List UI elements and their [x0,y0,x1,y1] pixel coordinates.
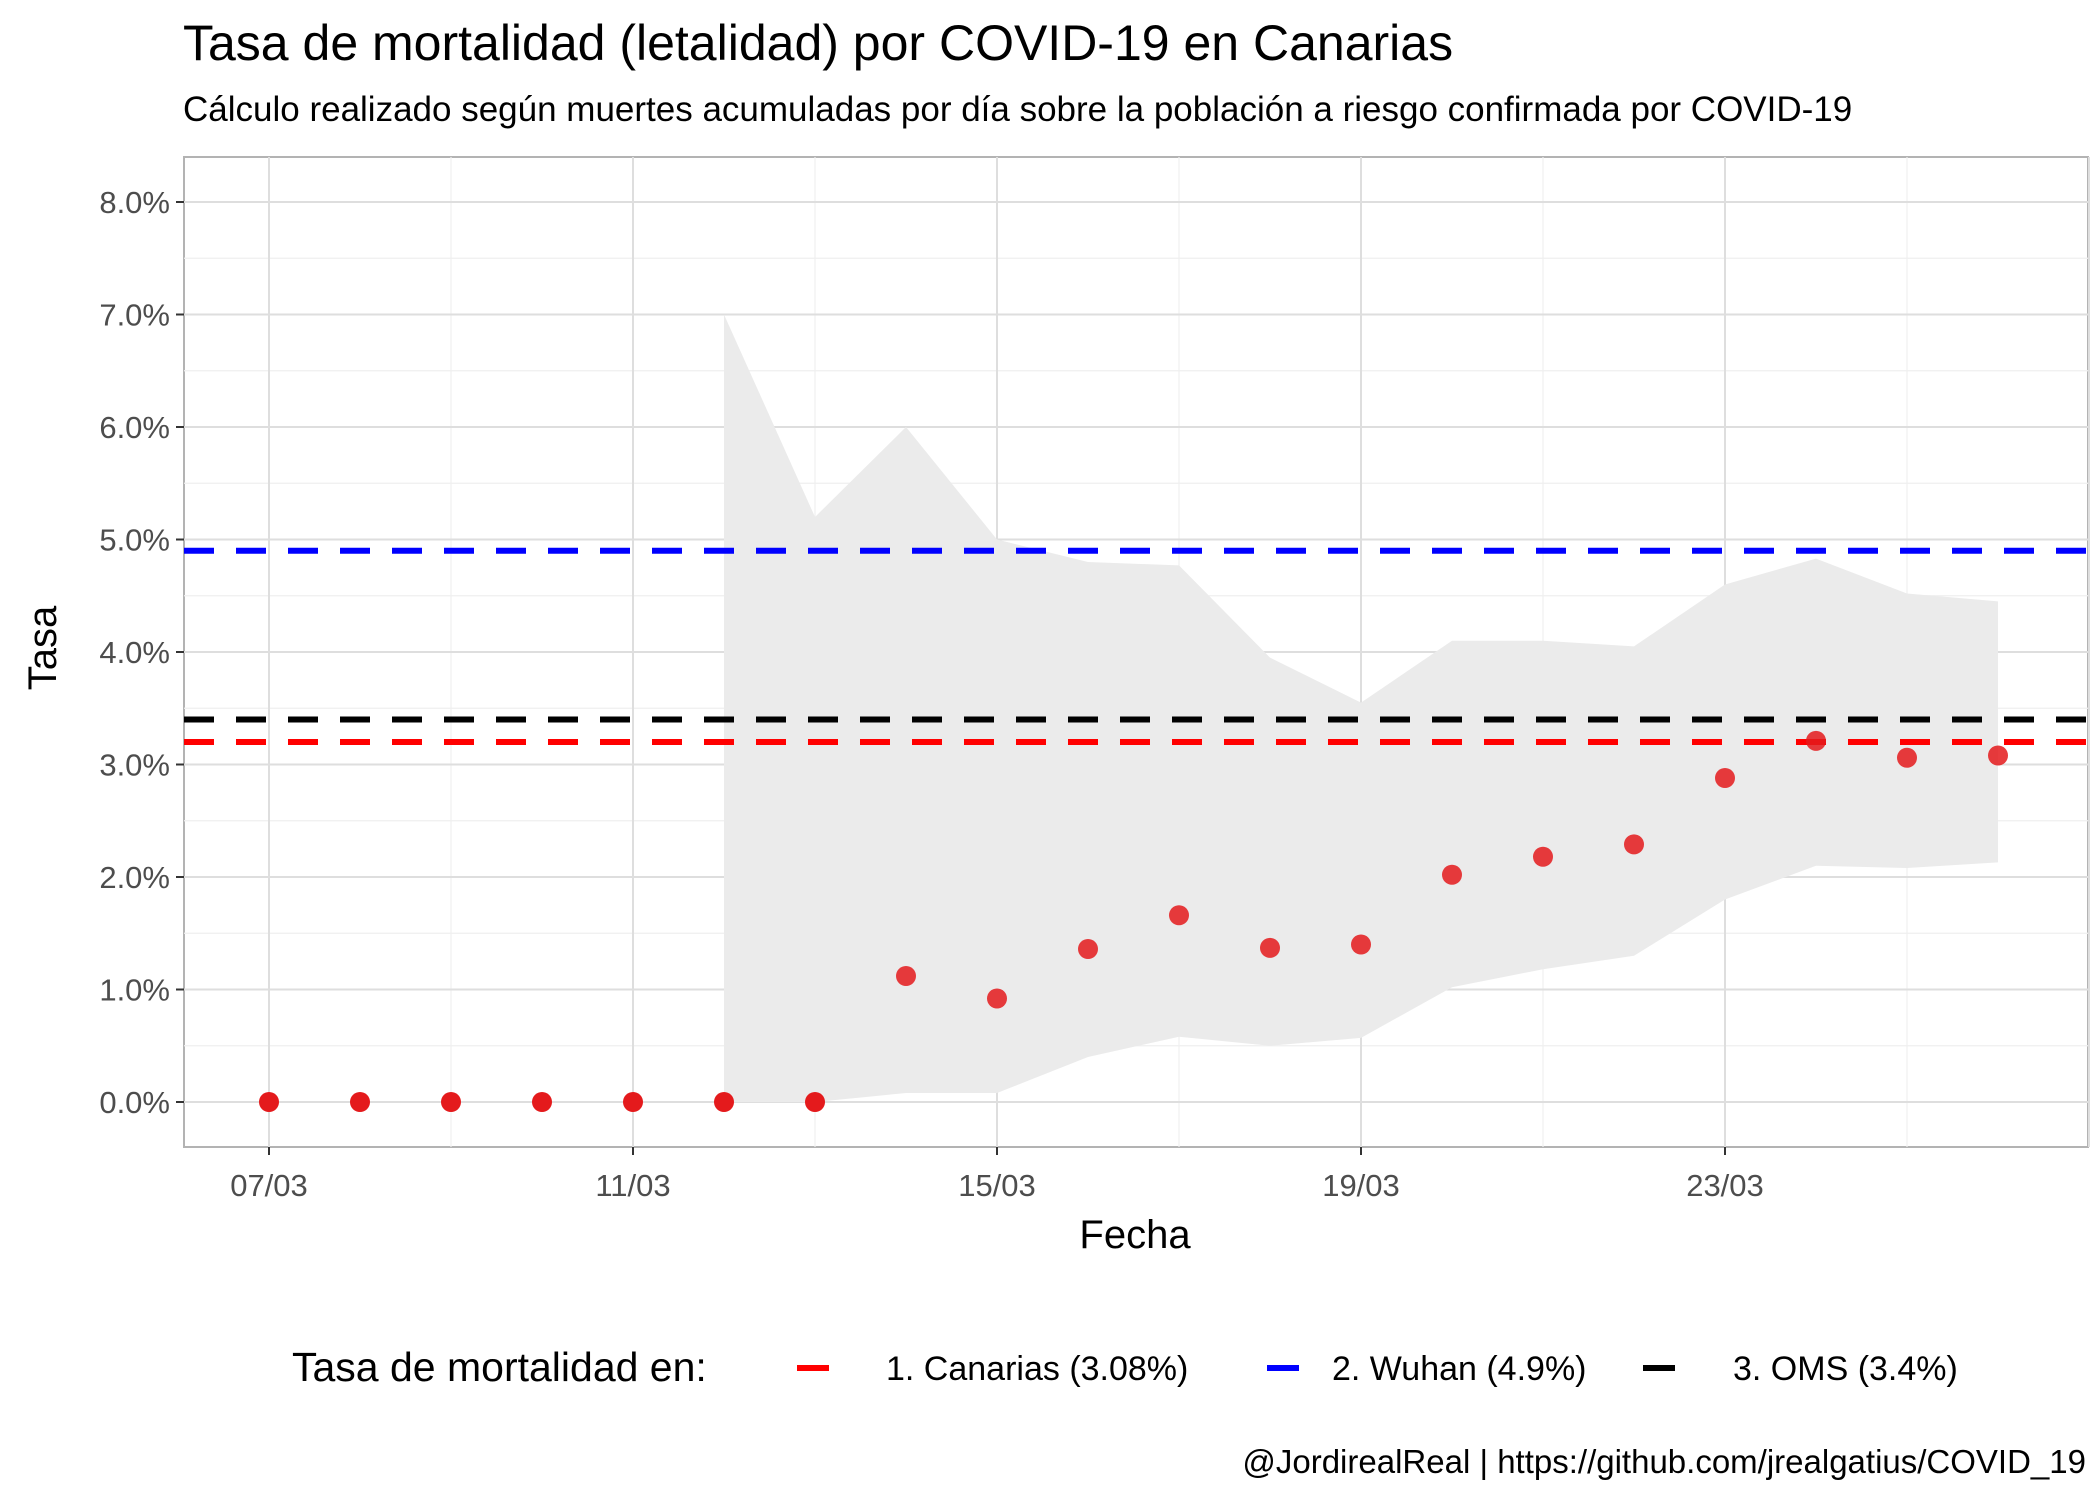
legend-title: Tasa de mortalidad en: [292,1344,707,1390]
chart-title: Tasa de mortalidad (letalidad) por COVID… [183,15,1454,71]
data-point [987,988,1007,1009]
y-tick-label: 4.0% [99,635,170,670]
y-tick-label: 0.0% [99,1085,170,1120]
x-tick-label: 19/03 [1322,1168,1400,1203]
data-point [1806,730,1826,751]
data-point [1169,905,1189,926]
data-point [1260,937,1280,958]
data-point [350,1092,370,1112]
x-axis-title: Fecha [1079,1213,1191,1257]
confidence-band-layer [724,314,1998,1102]
data-point [532,1092,552,1112]
y-axis-title: Tasa [21,605,65,690]
data-point [805,1092,825,1112]
y-tick-label: 2.0% [99,860,170,895]
data-point [896,966,916,986]
legend-label-canarias: 1. Canarias (3.08%) [886,1350,1188,1388]
reference-lines-layer [184,547,2088,745]
data-point [714,1092,734,1112]
y-axis-ticks: 0.0% 1.0% 2.0% 3.0% 4.0% 5.0% 6.0% 7.0% 8.0% [99,185,184,1120]
chart-caption: @JordirealReal | https://github.com/jrea… [1242,1443,2086,1480]
y-tick-label: 8.0% [99,185,170,220]
data-point [1624,834,1644,855]
data-point [259,1092,279,1112]
x-tick-label: 15/03 [958,1168,1036,1203]
x-tick-label: 11/03 [595,1168,670,1203]
data-point [1442,864,1462,885]
y-tick-label: 5.0% [99,523,170,558]
chart-subtitle: Cálculo realizado según muertes acumulad… [183,90,1853,129]
data-point [1715,768,1735,788]
data-point [1988,745,2008,766]
y-tick-label: 1.0% [99,973,170,1008]
data-point [441,1092,461,1112]
data-point [1351,934,1371,955]
x-tick-label: 23/03 [1686,1168,1764,1203]
data-point [623,1092,643,1112]
legend-label-oms: 3. OMS (3.4%) [1733,1350,1958,1388]
data-points-layer [259,730,2008,1112]
data-point [1533,846,1553,867]
data-point [1897,747,1917,768]
legend: Tasa de mortalidad en: 1. Canarias (3.08… [292,1344,1958,1390]
confidence-band [724,314,1998,1102]
y-tick-label: 7.0% [99,298,170,333]
x-tick-label: 07/03 [230,1168,308,1203]
data-point [1078,939,1098,959]
x-axis-ticks: 07/03 11/03 15/03 19/03 23/03 [230,1147,1764,1203]
y-tick-label: 6.0% [99,410,170,445]
y-tick-label: 3.0% [99,748,170,783]
legend-label-wuhan: 2. Wuhan (4.9%) [1332,1350,1587,1388]
